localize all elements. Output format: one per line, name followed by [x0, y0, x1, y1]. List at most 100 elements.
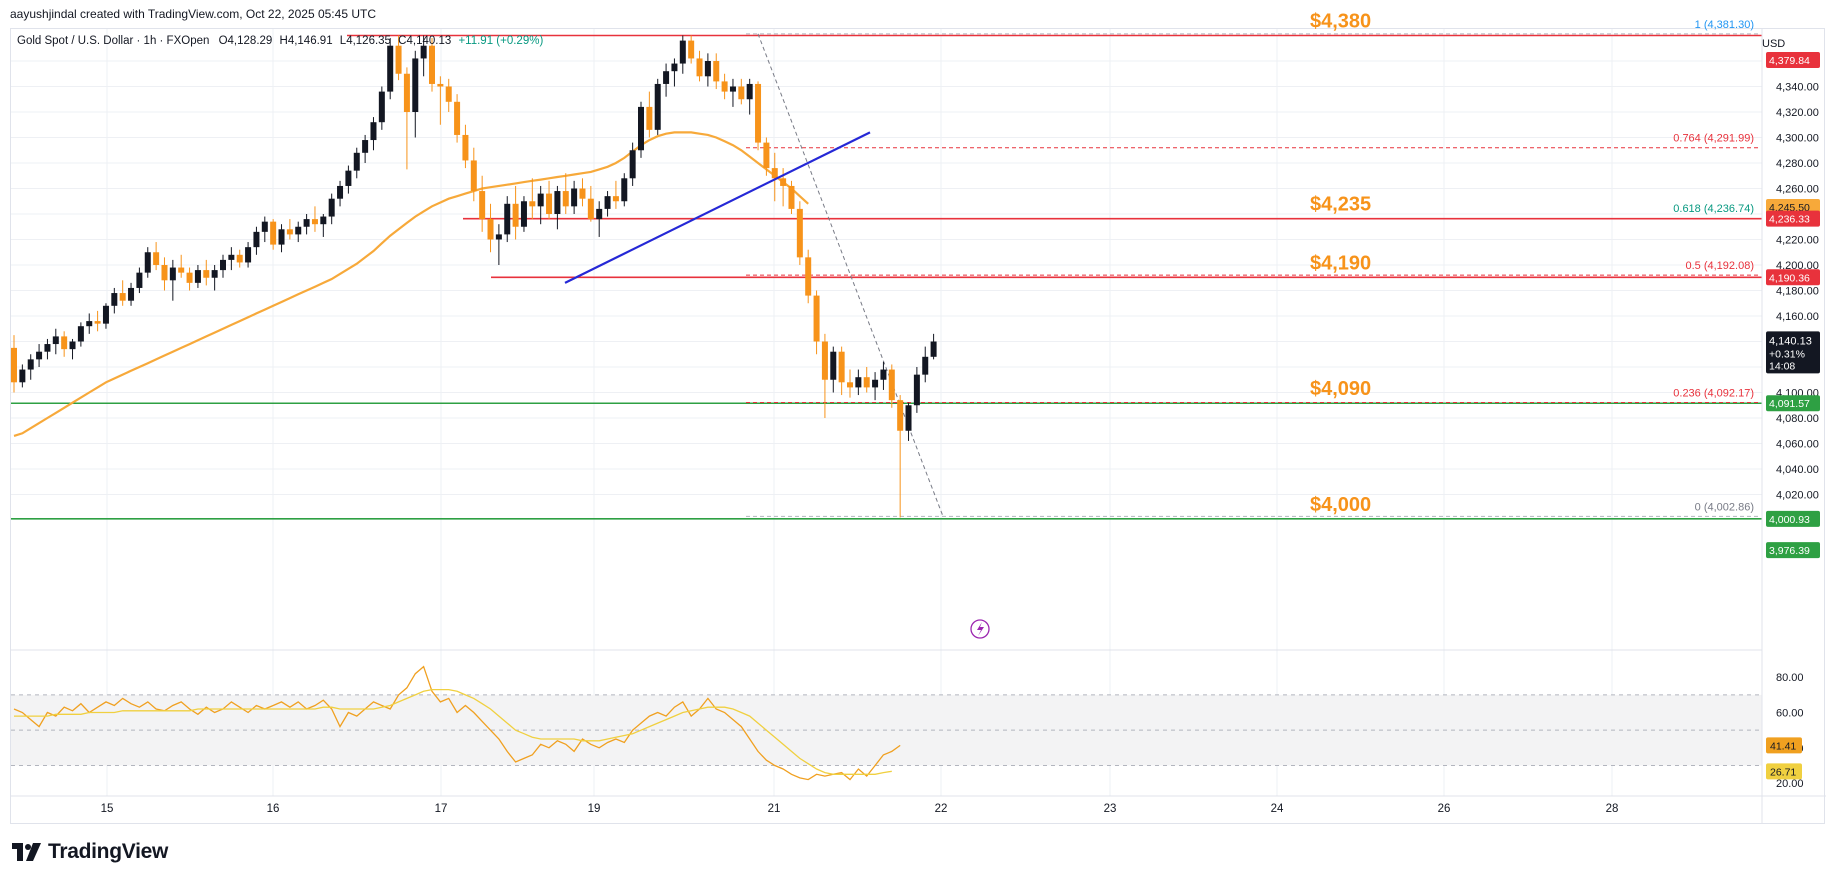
rsi-tag-label: 26.71 [1770, 766, 1796, 778]
tradingview-logo-text: TradingView [48, 840, 169, 863]
candle-body [796, 208, 803, 258]
price-tag-label: 4,236.33 [1769, 214, 1810, 226]
candle-body [604, 196, 611, 209]
time-tick-label: 21 [768, 803, 781, 815]
tradingview-logo[interactable]: TradingView [12, 840, 168, 864]
grid-lines [11, 29, 1762, 796]
support-level-label: $4,000 [1310, 494, 1371, 516]
candle-body [847, 382, 853, 388]
candle-body [922, 356, 929, 375]
candle-body [136, 272, 143, 288]
candle-body [746, 83, 753, 100]
symbol-legend[interactable]: Gold Spot / U.S. Dollar · 1h · FXOpen O4… [17, 35, 549, 47]
candle-body [19, 369, 26, 383]
candle-body [930, 341, 937, 357]
price-tag-label: 4,190.36 [1769, 272, 1810, 284]
time-tick-label: 23 [1104, 803, 1117, 815]
price-tag [1766, 510, 1820, 527]
candle-body [520, 201, 527, 227]
candle-body [821, 341, 828, 380]
horizontal-levels: $4,380 $4,235 $4,190 $4,090 $4,000 [11, 11, 1762, 520]
time-tick-label: 28 [1606, 803, 1619, 815]
event-marker [970, 619, 990, 639]
candle-body [11, 347, 17, 383]
rsi-tick-label: 60.00 [1776, 708, 1804, 720]
time-tick-label: 19 [588, 803, 601, 815]
candle-body [69, 341, 76, 350]
time-tick-label: 15 [101, 803, 114, 815]
rsi-tag-label: 41.41 [1770, 740, 1796, 752]
resistance-level-label: $4,380 [1310, 11, 1371, 33]
trendline-group [564, 131, 871, 284]
candle-body [771, 168, 778, 179]
symbol-name[interactable]: Gold Spot / U.S. Dollar · 1h · FXOpen [17, 35, 210, 47]
candle-body [479, 191, 486, 220]
support-level-label: $4,090 [1310, 378, 1371, 400]
candle-body [738, 86, 745, 100]
candle-body [546, 193, 553, 214]
candle-body [77, 326, 84, 342]
fib-label: 0 (4,002.86) [1695, 501, 1754, 513]
legend-change: +11.91 (+0.29%) [458, 35, 544, 47]
price-tick-label: 4,260.00 [1776, 184, 1819, 196]
candle-body [587, 198, 594, 220]
candle-body [646, 106, 653, 130]
lightning-icon [977, 622, 984, 636]
candle-body [755, 83, 762, 143]
candle-body [462, 134, 469, 161]
candle-body [529, 201, 536, 207]
candle-body [353, 152, 360, 171]
candle-body [763, 142, 770, 169]
trendline [564, 131, 871, 284]
candle-body [337, 185, 344, 199]
currency-label[interactable]: USD [1762, 38, 1786, 50]
candle-body [838, 351, 845, 383]
legend-low: L4,126.35 [339, 35, 391, 47]
price-tag [1766, 542, 1820, 559]
candle-body [888, 369, 895, 401]
candle-body [245, 247, 252, 263]
candle-body [554, 191, 561, 214]
price-tick-label: 4,180.00 [1776, 286, 1819, 298]
candle-body [161, 265, 168, 281]
candle-body [278, 229, 285, 245]
candle-body [780, 178, 787, 186]
time-axis: 15 16 17 19 21 22 23 24 26 28 [11, 29, 1826, 824]
last-price-box [1766, 331, 1820, 374]
candle-body [111, 293, 118, 306]
candle-body [696, 58, 703, 77]
fib-label: 0.5 (4,192.08) [1686, 260, 1755, 272]
candle-body [454, 101, 461, 135]
candle-body [437, 83, 444, 87]
price-tag [1766, 52, 1820, 68]
candle-body [855, 377, 862, 388]
candle-body [203, 270, 210, 278]
candle-body [370, 122, 377, 141]
candle-body [913, 374, 920, 406]
candle-body [403, 73, 410, 112]
tradingview-logo-icon [12, 843, 41, 861]
candle-body [128, 287, 135, 301]
fib-diagonal [757, 33, 944, 517]
candle-body [144, 252, 151, 273]
candle-body [328, 198, 335, 217]
price-axis: 4,020.004,040.004,060.004,080.004,100.00… [1766, 52, 1820, 559]
candle-body [688, 40, 695, 59]
candle-body [169, 267, 176, 281]
legend-high: H4,146.91 [279, 35, 333, 47]
time-tick-label: 26 [1438, 803, 1451, 815]
candle-body [311, 219, 318, 225]
candle-body [102, 305, 109, 324]
candle-body [721, 81, 728, 92]
price-tag-label: 4,091.57 [1769, 398, 1810, 410]
price-tag [1766, 210, 1820, 227]
candle-body [638, 106, 644, 151]
price-tag [1766, 269, 1820, 286]
ma-line [13, 131, 809, 437]
candle-body [713, 61, 720, 82]
candle-body [512, 203, 519, 227]
price-tick-label: 4,060.00 [1776, 439, 1819, 451]
price-tick-label: 4,080.00 [1776, 413, 1819, 425]
candle-body [729, 86, 736, 92]
